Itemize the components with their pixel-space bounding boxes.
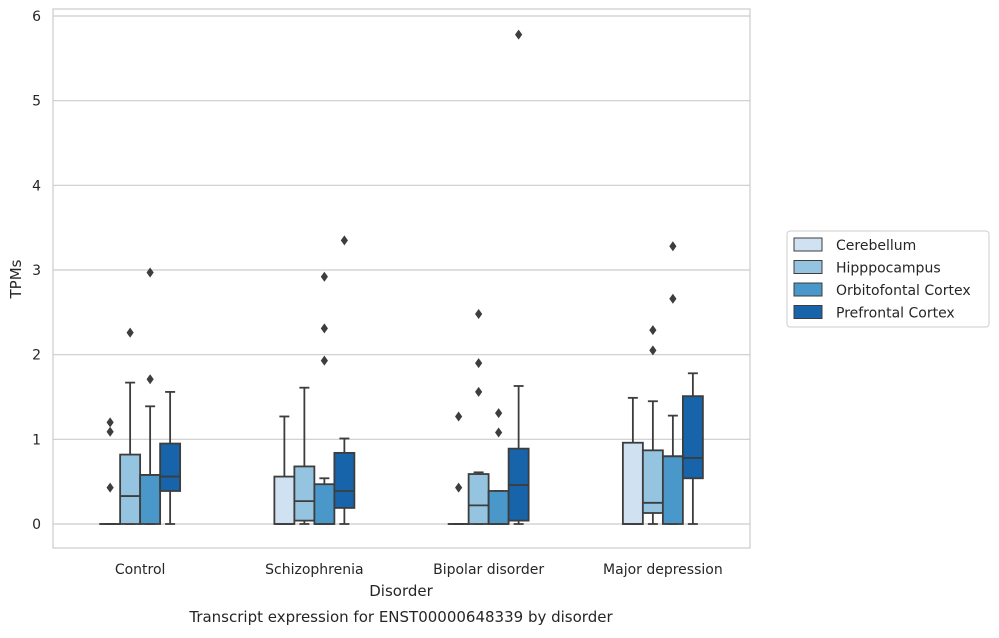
grid-lines bbox=[53, 16, 750, 524]
outlier-point bbox=[475, 387, 482, 397]
y-tick-label: 4 bbox=[32, 178, 41, 194]
box bbox=[623, 443, 643, 524]
outlier-point bbox=[475, 309, 482, 319]
outlier-point bbox=[147, 374, 154, 384]
y-tick-label: 0 bbox=[32, 517, 41, 533]
chart-caption: Transcript expression for ENST0000064833… bbox=[188, 608, 613, 626]
box-plot bbox=[160, 392, 180, 524]
box-plot bbox=[294, 388, 314, 524]
outlier-point bbox=[669, 294, 676, 304]
outlier-point bbox=[455, 411, 462, 421]
box bbox=[334, 453, 354, 508]
outlier-point bbox=[147, 268, 154, 278]
box-plot bbox=[623, 398, 643, 524]
y-tick-label: 6 bbox=[32, 9, 41, 25]
x-tick-label: Bipolar disorder bbox=[433, 562, 544, 578]
box-plot bbox=[683, 373, 703, 524]
outlier-point bbox=[495, 408, 502, 418]
legend: Cerebellum Hipppocampus Orbitofontal Corte… bbox=[787, 231, 989, 327]
legend-swatch bbox=[794, 283, 822, 296]
legend-label: Orbitofontal Cortex bbox=[836, 283, 971, 299]
outlier-point bbox=[649, 345, 656, 355]
y-tick-label: 5 bbox=[32, 94, 41, 110]
box bbox=[683, 396, 703, 478]
box-plot bbox=[100, 417, 120, 524]
box-plot bbox=[489, 408, 509, 524]
box bbox=[160, 444, 180, 491]
box-plot bbox=[120, 328, 140, 524]
y-axis-label: TPMs bbox=[7, 259, 25, 299]
legend-swatch bbox=[794, 261, 822, 274]
outlier-point bbox=[107, 417, 114, 427]
legend-label: Cerebellum bbox=[836, 238, 916, 254]
box bbox=[140, 475, 160, 524]
x-axis-label: Disorder bbox=[369, 582, 433, 600]
outlier-point bbox=[127, 328, 134, 338]
legend-label: Hipppocampus bbox=[836, 261, 941, 277]
legend-swatch bbox=[794, 306, 822, 319]
legend-label: Prefrontal Cortex bbox=[836, 306, 955, 322]
box bbox=[314, 484, 334, 524]
box-plot bbox=[314, 272, 334, 524]
y-tick-label: 3 bbox=[32, 263, 41, 279]
outlier-point bbox=[107, 427, 114, 437]
box-plot bbox=[140, 268, 160, 524]
box-plot bbox=[449, 411, 469, 524]
outlier-point bbox=[107, 483, 114, 493]
box bbox=[274, 477, 294, 524]
box bbox=[294, 466, 314, 520]
x-tick-labels: Control Schizophrenia Bipolar disorder Majo… bbox=[115, 562, 723, 578]
x-tick-label: Major depression bbox=[603, 562, 723, 578]
box bbox=[120, 455, 140, 524]
x-tick-label: Control bbox=[115, 562, 166, 578]
outlier-point bbox=[475, 358, 482, 368]
outlier-point bbox=[515, 30, 522, 40]
plot-area bbox=[100, 30, 703, 524]
box bbox=[469, 474, 489, 524]
outlier-point bbox=[321, 272, 328, 282]
y-tick-label: 1 bbox=[32, 432, 41, 448]
y-tick-label: 2 bbox=[32, 348, 41, 364]
box-plot bbox=[334, 235, 354, 524]
outlier-point bbox=[649, 325, 656, 335]
x-tick-label: Schizophrenia bbox=[265, 562, 363, 578]
outlier-point bbox=[321, 356, 328, 366]
outlier-point bbox=[321, 323, 328, 333]
box-plot bbox=[509, 30, 529, 524]
box bbox=[489, 491, 509, 524]
box bbox=[663, 456, 683, 524]
box-plot bbox=[663, 241, 683, 524]
outlier-point bbox=[455, 483, 462, 493]
outlier-point bbox=[669, 241, 676, 251]
outlier-point bbox=[495, 428, 502, 438]
box-plot bbox=[274, 416, 294, 524]
box-plot bbox=[469, 309, 489, 524]
outlier-point bbox=[341, 235, 348, 245]
legend-swatch bbox=[794, 238, 822, 251]
y-tick-labels: 0 1 2 3 4 5 6 bbox=[32, 9, 41, 533]
